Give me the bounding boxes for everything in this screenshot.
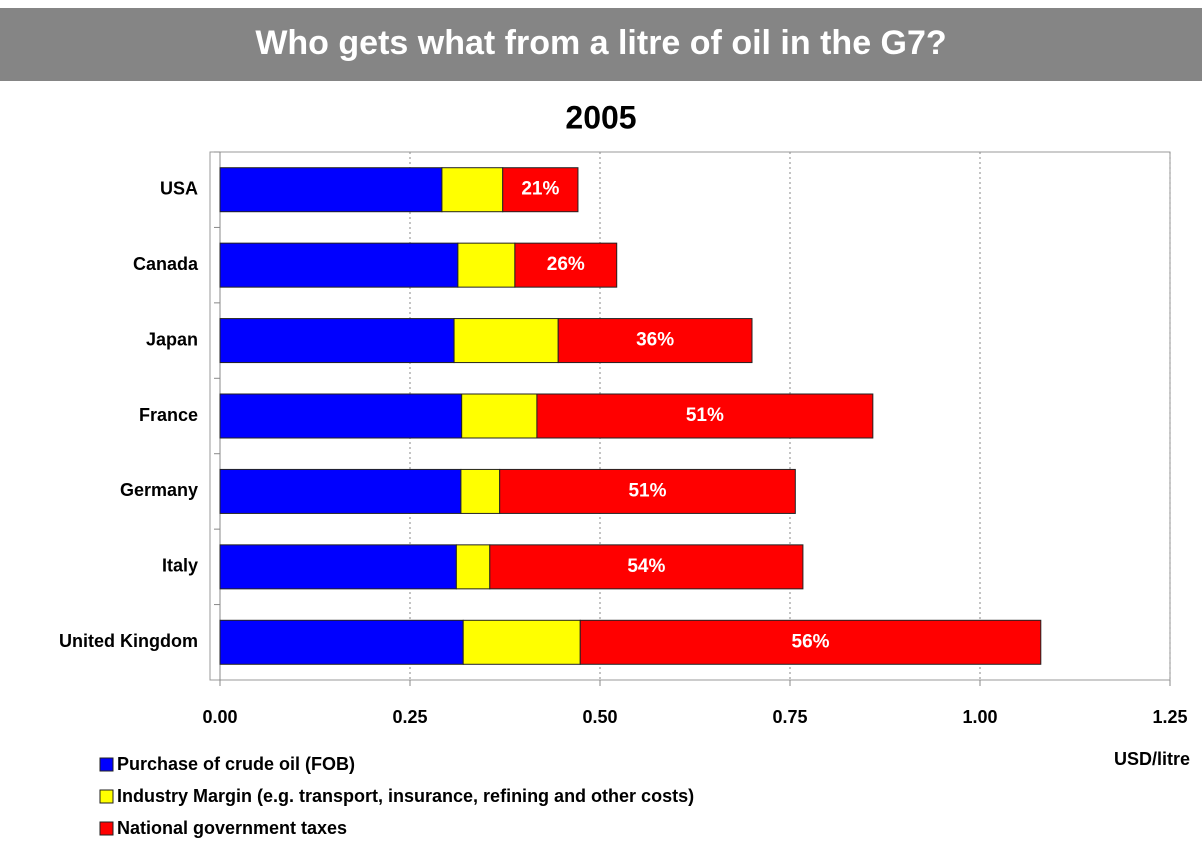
bar-segment: [219, 167, 443, 213]
y-tick-label: France: [139, 405, 198, 425]
y-tick-label: Italy: [162, 556, 198, 576]
x-tick-label: 1.00: [962, 707, 997, 727]
bar-segment: [441, 167, 504, 213]
bar-segment: [502, 167, 579, 213]
bar-segment: [455, 544, 491, 590]
y-tick-label: United Kingdom: [59, 631, 198, 651]
x-tick-label: 1.25: [1152, 707, 1187, 727]
bar-segment: [461, 393, 538, 439]
bar-segment: [219, 393, 463, 439]
legend-swatch: [99, 757, 114, 772]
y-tick-label: Germany: [120, 480, 198, 500]
share-label: 36%: [636, 330, 674, 351]
legend-swatch: [99, 789, 114, 804]
y-tick-label: USA: [160, 178, 198, 198]
share-label: 54%: [627, 556, 665, 577]
legend-label: Purchase of crude oil (FOB): [117, 754, 355, 774]
bar-segment: [460, 468, 501, 514]
bar-segment: [457, 242, 516, 288]
share-label: 51%: [628, 480, 666, 501]
legend-label: Industry Margin (e.g. transport, insuran…: [117, 786, 694, 806]
y-tick-label: Canada: [133, 254, 199, 274]
bar-segment: [219, 544, 457, 590]
chart-title: Who gets what from a litre of oil in the…: [255, 24, 946, 62]
bar-segment: [557, 318, 753, 364]
bar-segment: [514, 242, 618, 288]
bar-segment: [462, 619, 581, 665]
bar-segment: [579, 619, 1042, 665]
legend-swatch: [99, 821, 114, 836]
bar-segment: [536, 393, 874, 439]
bar-segment: [219, 318, 455, 364]
bar-segment: [219, 468, 462, 514]
x-axis-label: USD/litre: [1114, 749, 1190, 769]
chart-subtitle: 2005: [565, 99, 636, 135]
legend-label: National government taxes: [117, 818, 347, 838]
bar-segment: [219, 619, 464, 665]
x-tick-label: 0.25: [392, 707, 427, 727]
x-tick-label: 0.00: [202, 707, 237, 727]
share-label: 26%: [547, 254, 585, 275]
share-label: 21%: [521, 179, 559, 200]
share-label: 51%: [686, 405, 724, 426]
share-label: 56%: [792, 631, 830, 652]
bar-segment: [219, 242, 459, 288]
y-tick-label: Japan: [146, 329, 198, 349]
bar-segment: [499, 468, 796, 514]
x-tick-label: 0.75: [772, 707, 807, 727]
title-banner: [0, 8, 1202, 81]
x-tick-label: 0.50: [582, 707, 617, 727]
bar-segment: [489, 544, 804, 590]
bar-segment: [453, 318, 559, 364]
